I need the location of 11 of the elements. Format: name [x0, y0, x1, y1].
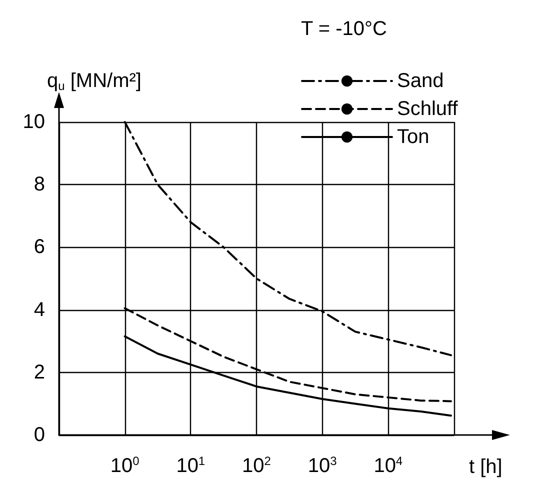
legend-label: Schluff [397, 98, 458, 120]
y-tick-label: 2 [34, 361, 45, 384]
legend-label: Ton [397, 126, 430, 148]
x-axis-title: t [h] [469, 456, 502, 478]
y-tick-label: 6 [34, 236, 45, 258]
y-tick-label: 4 [34, 298, 45, 321]
legend-title: T = -10°C [301, 18, 387, 40]
y-tick-label: 8 [34, 174, 45, 196]
legend-label: Sand [397, 70, 444, 92]
y-tick-label: 10 [22, 111, 45, 133]
y-tick-label: 0 [34, 424, 45, 446]
